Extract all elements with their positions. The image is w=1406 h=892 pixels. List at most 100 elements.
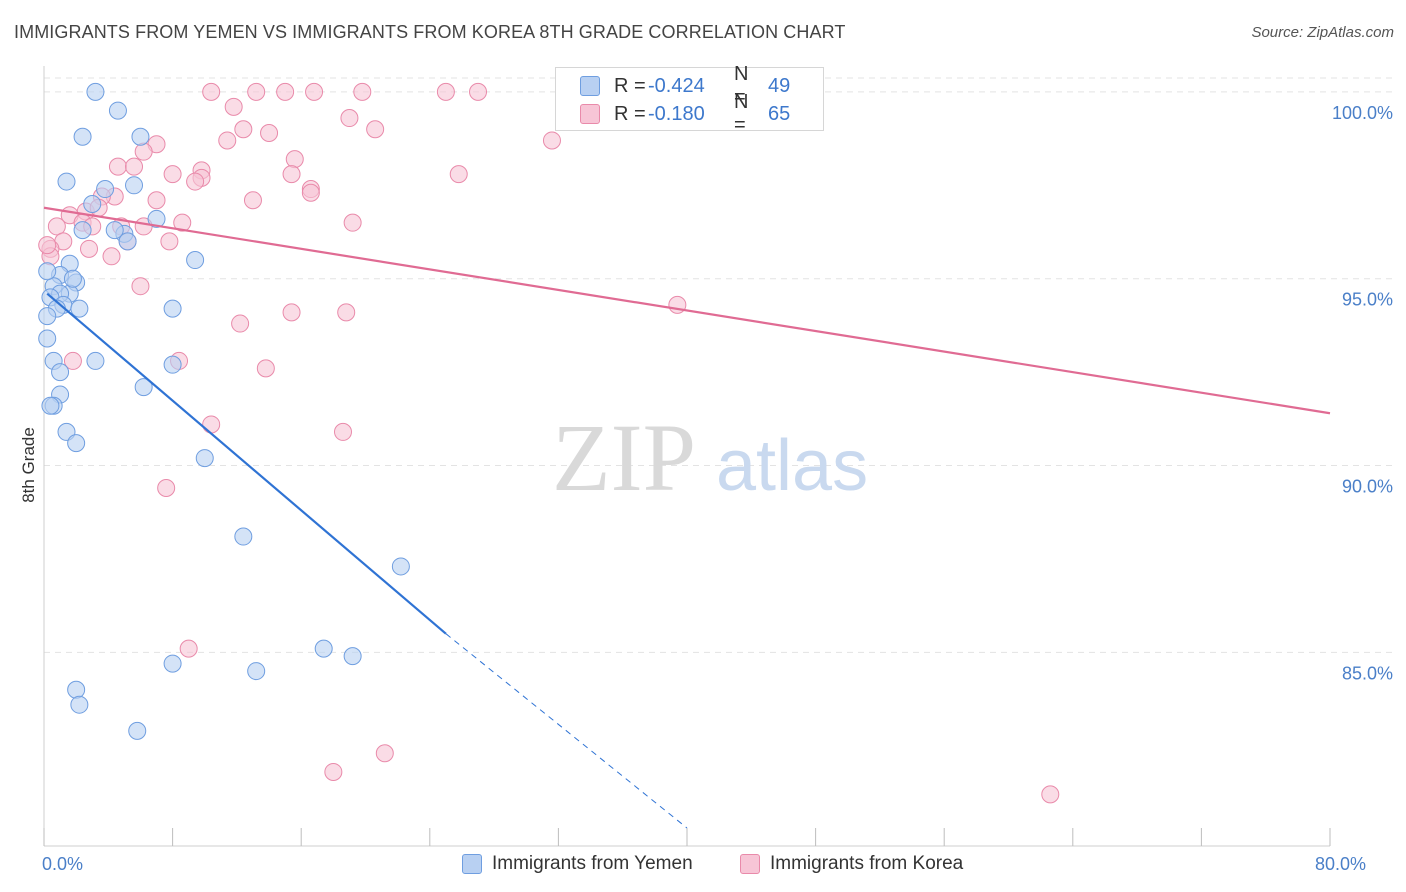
yemen-point — [195, 449, 214, 468]
korea-point — [337, 303, 356, 322]
y-tick-label: 90.0% — [1342, 477, 1393, 497]
korea-point — [80, 239, 99, 258]
yemen-swatch — [580, 76, 600, 96]
korea-point — [343, 213, 362, 232]
korea-point — [179, 639, 198, 658]
axis-labels: 100.0% 95.0% 90.0% 85.0% 0.0% 80.0% — [42, 103, 1393, 874]
korea-point — [157, 478, 176, 497]
korea-point — [243, 191, 262, 210]
korea-point — [108, 157, 127, 176]
korea-point — [218, 131, 237, 150]
korea-point — [234, 120, 253, 139]
yemen-point — [70, 695, 89, 714]
grid — [44, 77, 1394, 653]
watermark-zip: ZIP — [552, 404, 696, 511]
yemen-legend-swatch — [462, 854, 482, 874]
yemen-point — [147, 209, 166, 228]
korea-point — [469, 82, 488, 101]
r-label: R = — [614, 102, 646, 125]
korea-point — [276, 82, 295, 101]
yemen-point — [63, 269, 82, 288]
n-label: N = — [734, 91, 749, 136]
korea-point — [231, 314, 250, 333]
yemen-point — [343, 647, 362, 666]
yemen-point — [125, 176, 144, 195]
korea-point — [282, 303, 301, 322]
korea-point — [256, 359, 275, 378]
korea-point — [131, 277, 150, 296]
yemen-series — [38, 82, 410, 740]
korea-point — [282, 165, 301, 184]
korea-point — [301, 183, 320, 202]
korea-point — [333, 422, 352, 441]
korea-legend-swatch — [740, 854, 760, 874]
bottom-legend-yemen: Immigrants from Yemen — [462, 851, 693, 877]
r-value: -0.424 — [648, 74, 705, 97]
yemen-point — [73, 127, 92, 146]
yemen-point — [70, 299, 89, 318]
korea-point — [186, 172, 205, 191]
korea-point — [260, 123, 279, 142]
yemen-point — [163, 299, 182, 318]
korea-legend-label: Immigrants from Korea — [770, 853, 964, 874]
yemen-point — [134, 378, 153, 397]
korea-point — [324, 762, 343, 781]
korea-point — [202, 415, 221, 434]
x-tick-label: 80.0% — [1315, 854, 1366, 874]
yemen-point — [67, 434, 86, 453]
yemen-point — [67, 680, 86, 699]
korea-point — [63, 351, 82, 370]
yemen-point — [128, 721, 147, 740]
y-tick-label: 95.0% — [1342, 290, 1393, 310]
yemen-point — [314, 639, 333, 658]
korea-point — [436, 82, 455, 101]
yemen-point — [86, 82, 105, 101]
yemen-point — [38, 329, 57, 348]
korea-point — [125, 157, 144, 176]
korea-swatch — [580, 104, 600, 124]
korea-trend-line — [43, 206, 1331, 415]
yemen-point — [57, 172, 76, 191]
yemen-point — [163, 654, 182, 673]
yemen-point — [105, 221, 124, 240]
yemen-point — [131, 127, 150, 146]
korea-point — [173, 213, 192, 232]
bottom-legend-korea: Immigrants from Korea — [740, 851, 963, 877]
yemen-legend-label: Immigrants from Yemen — [492, 853, 693, 874]
korea-point — [340, 109, 359, 128]
yemen-point — [163, 355, 182, 374]
yemen-point — [51, 363, 70, 382]
x-tick-label: 0.0% — [42, 854, 83, 874]
korea-point — [366, 120, 385, 139]
korea-point — [134, 142, 153, 161]
y-tick-label: 85.0% — [1342, 663, 1393, 683]
yemen-point — [86, 351, 105, 370]
r-value: -0.180 — [648, 102, 705, 125]
korea-point — [38, 236, 57, 255]
stats-legend: R = -0.424 N = 49 R = -0.180 N = 65 — [555, 63, 824, 136]
yemen-point — [38, 307, 57, 326]
n-value: 65 — [768, 102, 791, 125]
yemen-point — [41, 396, 60, 415]
yemen-point — [73, 221, 92, 240]
korea-point — [449, 165, 468, 184]
korea-point — [147, 191, 166, 210]
y-axis-title: 8th Grade — [19, 427, 38, 503]
legend-row-korea: R = -0.180 N = 65 — [580, 91, 791, 136]
yemen-trend-extension — [445, 633, 688, 829]
watermark: ZIP atlas — [552, 404, 868, 511]
korea-point — [285, 150, 304, 169]
chart-title: IMMIGRANTS FROM YEMEN VS IMMIGRANTS FROM… — [14, 22, 846, 42]
korea-point — [542, 131, 561, 150]
korea-point — [247, 82, 266, 101]
yemen-point — [391, 557, 410, 576]
yemen-point — [38, 262, 57, 281]
yemen-point — [118, 232, 137, 251]
legend-row-yemen: R = -0.424 N = 49 — [580, 63, 790, 108]
korea-point — [353, 82, 372, 101]
yemen-point — [108, 101, 127, 120]
korea-point — [47, 217, 66, 236]
korea-series — [38, 82, 1060, 804]
yemen-point — [247, 662, 266, 681]
